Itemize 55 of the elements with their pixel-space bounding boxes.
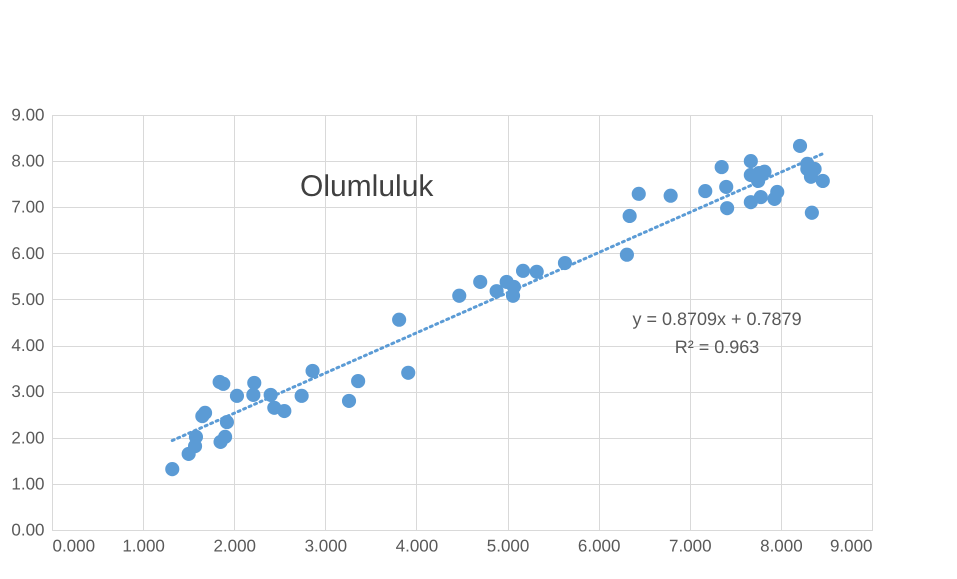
- y-tick-label: 9.00: [11, 106, 44, 124]
- point: [218, 430, 232, 444]
- point: [392, 312, 406, 327]
- point: [632, 186, 646, 201]
- point: [165, 462, 180, 476]
- x-tick-label: 4.000: [396, 536, 438, 556]
- point: [620, 248, 634, 262]
- point: [664, 188, 678, 203]
- text: Olumluluk: [300, 170, 434, 203]
- y-tick-label: 5.00: [11, 290, 44, 309]
- x-tick-label: 6.000: [578, 536, 620, 556]
- y-tick-label: 0.00: [11, 520, 44, 540]
- point: [452, 288, 466, 303]
- point: [720, 201, 734, 216]
- point: [792, 138, 808, 153]
- y-tick-label: 6.00: [11, 244, 44, 263]
- x-tick-label: 0.000: [52, 536, 96, 556]
- x-tick-label: 1.000: [122, 536, 165, 556]
- point: [816, 174, 830, 188]
- point: [622, 208, 637, 224]
- point: [246, 388, 260, 402]
- point: [401, 366, 416, 380]
- y-tick-label: 2.00: [11, 428, 44, 448]
- point: [351, 374, 366, 388]
- x-tick-label: 5.000: [486, 536, 530, 556]
- point: [230, 388, 244, 403]
- point: [516, 264, 530, 278]
- point: [342, 394, 356, 408]
- point: [188, 439, 202, 454]
- point: [247, 376, 262, 390]
- point: [306, 364, 320, 378]
- y-tick-label: 1.00: [11, 474, 44, 494]
- x-tick-label: 7.000: [669, 536, 712, 556]
- point: [530, 264, 544, 279]
- point: [714, 160, 729, 174]
- x-tick-label: 8.000: [760, 536, 803, 556]
- point: [754, 190, 768, 204]
- point: [770, 184, 784, 200]
- x-tick-label: 2.000: [213, 536, 256, 556]
- point: [804, 206, 819, 220]
- x-tick-label: 9.000: [830, 536, 872, 556]
- point: [744, 154, 758, 168]
- annotation: R² = 0.963: [674, 337, 760, 357]
- point: [294, 388, 309, 403]
- y-tick-label: 7.00: [11, 198, 44, 217]
- point: [719, 180, 734, 194]
- point: [277, 404, 292, 418]
- annotation: y = 0.8709x + 0.7879: [632, 309, 802, 329]
- y-tick-label: 4.00: [11, 336, 44, 356]
- point: [698, 184, 712, 198]
- point: [198, 406, 212, 420]
- point: [473, 274, 488, 289]
- x-tick-label: 3.000: [304, 536, 348, 556]
- y-tick-label: 8.00: [11, 152, 44, 171]
- y-tick-label: 3.00: [11, 382, 44, 402]
